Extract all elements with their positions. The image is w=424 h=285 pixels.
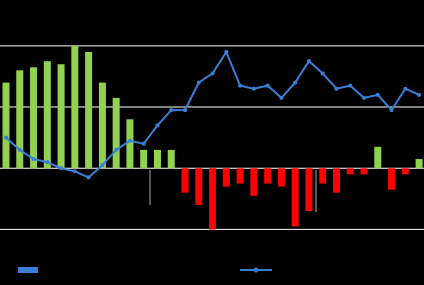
bar — [264, 168, 272, 184]
bar — [222, 168, 230, 187]
bar — [415, 159, 423, 169]
bar — [374, 146, 382, 169]
bar — [2, 82, 10, 169]
line-marker — [45, 160, 50, 165]
line-marker — [375, 92, 380, 97]
line-marker — [417, 92, 422, 97]
bar — [57, 64, 65, 169]
bar — [195, 168, 203, 205]
line-marker — [224, 50, 229, 54]
line-marker — [389, 108, 394, 113]
bar — [112, 97, 120, 169]
line-marker — [265, 83, 270, 88]
line-marker — [293, 80, 298, 85]
line-marker — [210, 71, 215, 76]
line-marker — [183, 108, 188, 113]
line-marker — [306, 59, 311, 64]
bar — [167, 149, 175, 169]
bar — [388, 168, 396, 190]
bar — [291, 168, 299, 227]
line-marker — [100, 163, 105, 168]
line-marker — [320, 71, 325, 76]
line-marker — [59, 166, 64, 171]
line-marker — [362, 95, 367, 100]
bar — [401, 168, 409, 175]
line-marker — [238, 83, 243, 88]
bar — [360, 168, 368, 175]
bar — [126, 119, 134, 169]
line-marker — [86, 175, 91, 180]
bar — [71, 45, 79, 169]
line-marker — [114, 147, 119, 152]
line-marker — [251, 86, 256, 91]
line-marker — [169, 108, 174, 113]
bar — [346, 168, 354, 175]
legend-marker — [253, 267, 259, 273]
line-marker — [348, 83, 353, 88]
bar — [30, 67, 38, 169]
line-marker — [279, 95, 284, 100]
bar — [250, 168, 258, 196]
bar — [85, 52, 93, 169]
bar — [332, 168, 340, 193]
line-marker — [141, 141, 146, 146]
line-marker — [127, 138, 132, 143]
bar — [181, 168, 189, 193]
line-marker — [31, 157, 36, 162]
bar — [319, 168, 327, 184]
bar — [43, 61, 51, 169]
line-marker — [72, 169, 77, 174]
line-marker — [155, 123, 160, 128]
line-marker — [403, 86, 408, 91]
bar — [153, 149, 161, 169]
bar — [16, 70, 24, 169]
line-marker — [334, 86, 339, 91]
bar — [98, 82, 106, 169]
bar — [236, 168, 244, 184]
line-marker — [17, 147, 22, 152]
line-marker — [4, 135, 8, 140]
plot — [0, 45, 424, 230]
bar — [305, 168, 313, 212]
line-marker — [196, 80, 201, 85]
bar — [140, 149, 148, 169]
bar — [209, 168, 217, 230]
bar — [277, 168, 285, 187]
legend-swatch — [18, 267, 38, 273]
